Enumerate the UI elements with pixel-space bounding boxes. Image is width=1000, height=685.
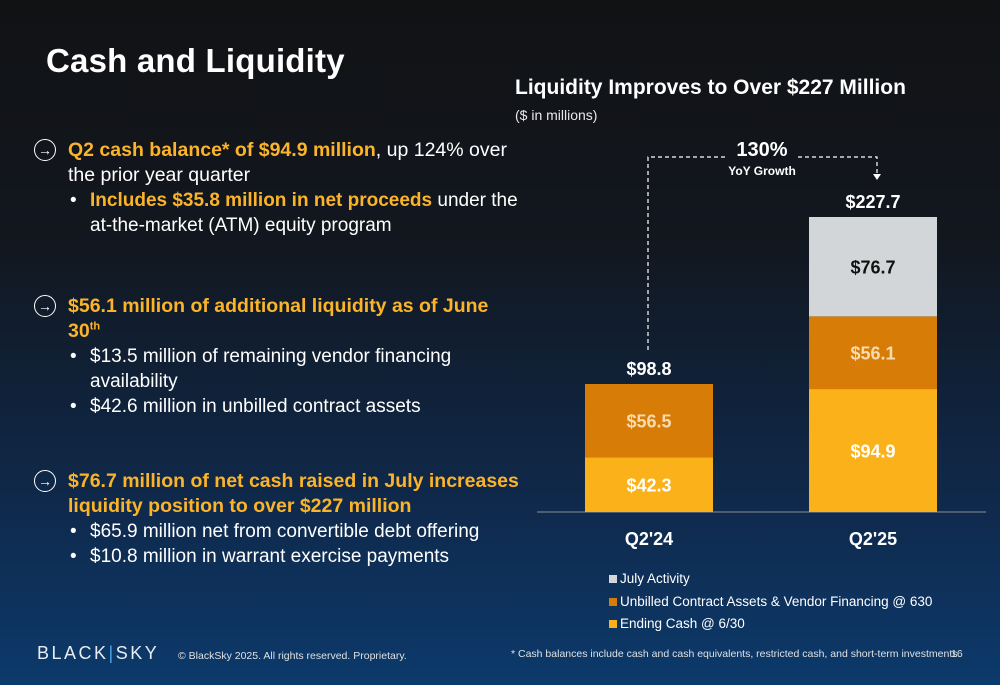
arrow-right-icon: → [34,295,56,317]
legend-swatch [609,620,617,628]
bullet-superscript: th [89,320,101,333]
legend-item: July Activity [609,570,932,593]
arrow-right-icon: → [34,139,56,161]
bullet-highlight: Q2 cash balance* of $94.9 million [68,139,376,161]
sub-bullet-text: $42.6 million in unbilled contract asset… [90,396,421,417]
bar-value-label: $56.1 [850,344,895,364]
sub-bullet-text: $10.8 million in warrant exercise paymen… [90,546,450,567]
sub-bullet: $10.8 million in warrant exercise paymen… [68,544,524,569]
legend-label: July Activity [620,571,690,586]
chart-title: Liquidity Improves to Over $227 Million [515,76,906,99]
chart-legend: July Activity Unbilled Contract Assets & … [609,570,932,638]
bullet-group-cash-balance: → Q2 cash balance* of $94.9 million, up … [34,138,524,238]
legend-label: Unbilled Contract Assets & Vendor Financ… [620,593,933,609]
bar-total-label: $227.7 [845,192,900,212]
legend-swatch [609,575,617,583]
bar-segment [585,457,713,512]
sub-bullet-text: $13.5 million of remaining vendor financ… [90,346,452,392]
sub-bullet: $42.6 million in unbilled contract asset… [68,394,524,419]
bar-segment [809,217,937,317]
copyright: © BlackSky 2025. All rights reserved. Pr… [178,650,407,662]
sub-bullet-highlight: Includes $35.8 million in net proceeds [90,190,433,211]
legend-label: Ending Cash @ 6/30 [620,616,745,631]
bullet-group-july-raise: → $76.7 million of net cash raised in Ju… [34,469,524,569]
bar-total-label: $98.8 [626,359,671,379]
bullet-main: Q2 cash balance* of $94.9 million, up 12… [68,138,524,188]
growth-bracket-right [798,156,878,174]
growth-annotation-label: YoY Growth [728,164,796,178]
logo-text-left: BLACK [37,643,109,663]
bar-segment [809,389,937,512]
legend-swatch [609,597,617,606]
growth-annotation-value: 130% [736,139,787,161]
bullet-list: → Q2 cash balance* of $94.9 million, up … [34,138,524,569]
bar-segment [809,316,937,390]
sub-bullet: $65.9 million net from convertible debt … [68,519,524,544]
growth-bracket-left [647,156,725,350]
bar-value-label: $94.9 [850,442,895,462]
bullet-group-additional-liquidity: → $56.1 million of additional liquidity … [34,294,524,419]
sub-bullet: Includes $35.8 million in net proceeds u… [68,188,524,238]
page-title: Cash and Liquidity [46,42,345,79]
x-tick-label: Q2'25 [849,529,897,549]
blacksky-logo: BLACK|SKY [37,643,159,664]
bar-value-label: $42.3 [626,476,671,496]
bullet-main: $76.7 million of net cash raised in July… [68,469,524,519]
sub-bullet: $13.5 million of remaining vendor financ… [68,344,524,394]
arrow-right-icon: → [34,470,56,492]
legend-item: Unbilled Contract Assets & Vendor Financ… [609,593,932,616]
bullet-highlight: $56.1 million of additional liquidity as… [68,295,489,342]
x-tick-label: Q2'24 [625,529,673,549]
bullet-text: , up 124% over the prior year quarter [68,139,507,186]
sub-bullet-text: under the at-the-market (ATM) equity pro… [90,190,518,236]
sub-bullet-text: $65.9 million net from convertible debt … [90,521,480,542]
bar-value-label: $56.5 [626,412,671,432]
bullet-highlight: $76.7 million of net cash raised in July… [68,470,519,517]
page-number: 16 [951,648,963,660]
bullet-main: $56.1 million of additional liquidity as… [68,294,524,344]
bar-segment [585,383,713,458]
growth-arrow-icon [873,174,881,180]
footnote: * Cash balances include cash and cash eq… [511,648,961,660]
chart-subtitle: ($ in millions) [515,107,598,123]
bar-value-label: $76.7 [850,258,895,278]
legend-item: Ending Cash @ 6/30 [609,615,932,638]
logo-text-right: SKY [115,643,160,663]
logo-separator: | [108,643,116,663]
